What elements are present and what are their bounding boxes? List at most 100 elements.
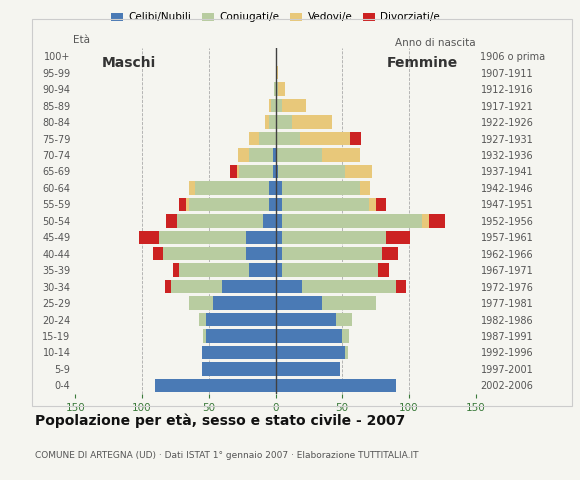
- Bar: [274, 83, 276, 96]
- Bar: [396, 280, 406, 293]
- Bar: [249, 148, 273, 162]
- Bar: [269, 181, 276, 194]
- Bar: [282, 99, 306, 112]
- Bar: [160, 230, 246, 244]
- Bar: [155, 379, 276, 392]
- Bar: [246, 247, 276, 261]
- Bar: [213, 296, 276, 310]
- Bar: [276, 181, 282, 194]
- Bar: [278, 165, 345, 178]
- Bar: [204, 329, 206, 343]
- Bar: [202, 346, 276, 359]
- Bar: [189, 296, 213, 310]
- Bar: [382, 247, 398, 261]
- Bar: [273, 165, 275, 178]
- Bar: [322, 148, 360, 162]
- Bar: [376, 198, 386, 211]
- Bar: [292, 115, 332, 129]
- Bar: [276, 115, 292, 129]
- Bar: [179, 264, 249, 277]
- Bar: [276, 280, 302, 293]
- Bar: [345, 165, 372, 178]
- Bar: [164, 247, 246, 261]
- Bar: [206, 313, 276, 326]
- Bar: [172, 280, 222, 293]
- Bar: [276, 148, 322, 162]
- Bar: [429, 214, 445, 228]
- Bar: [342, 329, 349, 343]
- Bar: [276, 346, 345, 359]
- Bar: [139, 230, 160, 244]
- Bar: [276, 230, 282, 244]
- Bar: [202, 362, 276, 376]
- Bar: [189, 181, 195, 194]
- Bar: [179, 198, 186, 211]
- Bar: [276, 379, 396, 392]
- Bar: [230, 165, 237, 178]
- Bar: [282, 181, 360, 194]
- Bar: [263, 214, 276, 228]
- Bar: [378, 264, 389, 277]
- Bar: [386, 230, 410, 244]
- Bar: [422, 214, 429, 228]
- Bar: [335, 313, 351, 326]
- Bar: [238, 148, 249, 162]
- Bar: [276, 165, 278, 178]
- Bar: [188, 198, 269, 211]
- Bar: [282, 264, 378, 277]
- Bar: [249, 132, 259, 145]
- Text: Femmine: Femmine: [387, 56, 458, 70]
- Text: Età: Età: [72, 35, 90, 45]
- Bar: [265, 115, 269, 129]
- Bar: [299, 132, 350, 145]
- Bar: [276, 83, 278, 96]
- Bar: [276, 329, 342, 343]
- Bar: [186, 198, 189, 211]
- Bar: [177, 214, 263, 228]
- Bar: [276, 99, 282, 112]
- Bar: [200, 313, 206, 326]
- Legend: Celibi/Nubili, Coniugati/e, Vedovi/e, Divorziati/e: Celibi/Nubili, Coniugati/e, Vedovi/e, Di…: [107, 8, 444, 26]
- Bar: [276, 66, 278, 79]
- Bar: [282, 198, 369, 211]
- Bar: [302, 280, 396, 293]
- Bar: [282, 247, 382, 261]
- Bar: [271, 99, 275, 112]
- Bar: [269, 198, 276, 211]
- Bar: [195, 181, 269, 194]
- Bar: [360, 181, 370, 194]
- Bar: [276, 214, 282, 228]
- Text: Maschi: Maschi: [102, 56, 156, 70]
- Bar: [322, 296, 376, 310]
- Bar: [222, 280, 276, 293]
- Bar: [276, 132, 299, 145]
- Bar: [276, 247, 282, 261]
- Bar: [369, 198, 376, 211]
- Bar: [249, 264, 276, 277]
- Text: COMUNE DI ARTEGNA (UD) · Dati ISTAT 1° gennaio 2007 · Elaborazione TUTTITALIA.IT: COMUNE DI ARTEGNA (UD) · Dati ISTAT 1° g…: [35, 451, 418, 460]
- Bar: [240, 165, 273, 178]
- Bar: [273, 148, 275, 162]
- Bar: [269, 99, 271, 112]
- Bar: [276, 198, 282, 211]
- Bar: [173, 264, 179, 277]
- Bar: [282, 230, 386, 244]
- Bar: [276, 296, 322, 310]
- Bar: [345, 346, 347, 359]
- Bar: [237, 165, 240, 178]
- Text: Popolazione per età, sesso e stato civile - 2007: Popolazione per età, sesso e stato civil…: [35, 413, 405, 428]
- Bar: [165, 280, 172, 293]
- Bar: [153, 247, 164, 261]
- Bar: [278, 83, 285, 96]
- Bar: [246, 230, 276, 244]
- Bar: [276, 362, 339, 376]
- Text: Anno di nascita: Anno di nascita: [395, 38, 476, 48]
- Bar: [166, 214, 177, 228]
- Bar: [269, 115, 276, 129]
- Bar: [350, 132, 361, 145]
- Bar: [276, 313, 335, 326]
- Bar: [259, 132, 276, 145]
- Bar: [282, 214, 422, 228]
- Bar: [206, 329, 276, 343]
- Bar: [276, 264, 282, 277]
